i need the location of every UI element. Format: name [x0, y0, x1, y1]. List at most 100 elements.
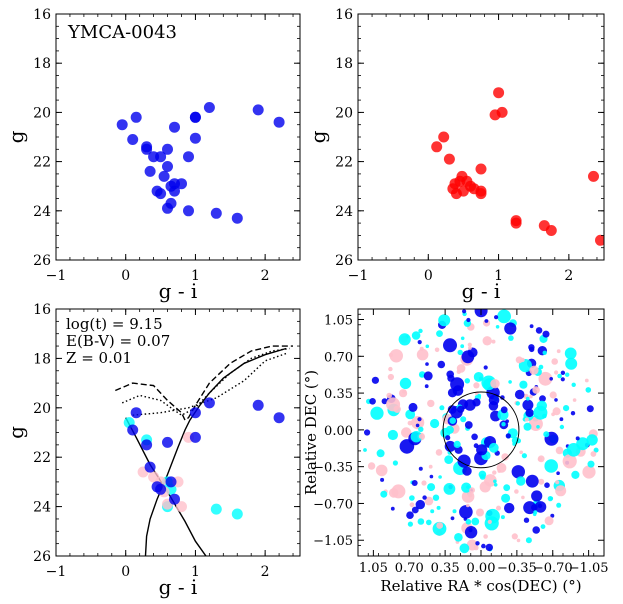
sky-star	[439, 405, 445, 411]
sky-star	[367, 462, 376, 470]
sky-star	[523, 517, 530, 523]
y-tick-label: 16	[33, 7, 51, 23]
sky-star	[471, 517, 480, 526]
sky-star	[525, 474, 539, 488]
sky-star	[533, 510, 538, 515]
y-tick-label: 22	[335, 155, 353, 171]
sky-star	[514, 389, 525, 400]
sky-star	[536, 425, 540, 429]
sky-star	[422, 495, 427, 500]
sky-star	[425, 344, 430, 349]
y-tick-label: 20	[335, 105, 353, 121]
sky-star	[456, 364, 466, 373]
data-point	[130, 111, 142, 123]
sky-star	[399, 377, 412, 390]
data-point	[595, 234, 604, 246]
data-point	[443, 153, 455, 165]
sky-star	[478, 376, 483, 381]
data-point	[165, 476, 177, 488]
x-tick-label: 1	[494, 268, 503, 284]
sky-star	[523, 501, 537, 515]
data-point	[252, 104, 264, 116]
sky-star	[525, 408, 534, 418]
y-axis-label: Relative DEC (°)	[302, 370, 320, 495]
sky-star	[493, 483, 498, 487]
sky-star	[549, 377, 553, 381]
sky-star	[389, 349, 403, 363]
data-point	[273, 116, 285, 128]
sky-star	[518, 359, 533, 373]
sky-star	[485, 543, 493, 552]
sky-star	[520, 357, 525, 363]
sky-star	[544, 516, 554, 526]
data-point	[231, 508, 243, 520]
sky-star	[556, 502, 562, 508]
sky-star	[438, 314, 451, 327]
sky-star	[438, 475, 442, 479]
data-point	[169, 493, 180, 505]
sky-star	[559, 424, 565, 430]
sky-star	[572, 398, 577, 402]
sky-star	[585, 387, 592, 393]
sky-star	[554, 370, 559, 375]
sky-star	[565, 357, 578, 370]
sky-star	[461, 490, 475, 503]
sky-star	[540, 524, 546, 529]
sky-star	[565, 372, 570, 377]
data-point	[273, 412, 285, 424]
sky-star	[521, 453, 528, 459]
sky-star	[426, 519, 432, 526]
data-point	[489, 109, 501, 121]
y-axis-label: g	[4, 130, 28, 143]
data-point	[162, 161, 173, 172]
sky-star	[475, 541, 480, 546]
sky-star	[593, 447, 599, 453]
y-axis-label: g	[306, 130, 330, 143]
sky-star	[399, 439, 415, 454]
x-axis-label: Relative RA * cos(DEC) (°)	[380, 577, 581, 595]
data-point	[189, 407, 201, 419]
sky-star	[529, 394, 533, 399]
sky-star	[542, 330, 550, 338]
sky-star	[454, 533, 463, 542]
axes-frame	[55, 308, 301, 557]
sky-star	[519, 380, 528, 389]
sky-star	[424, 384, 429, 389]
cluster-star	[445, 425, 454, 434]
x-tick-label: −1	[46, 564, 67, 580]
sky-star	[560, 370, 566, 375]
sky-star	[483, 365, 488, 370]
cluster-star	[444, 440, 456, 452]
sky-star	[388, 366, 393, 372]
sky-star	[544, 482, 550, 489]
sky-star	[525, 396, 530, 401]
sky-star	[457, 349, 463, 356]
sky-star	[421, 480, 427, 486]
cluster-star	[460, 416, 467, 423]
sky-star	[418, 328, 423, 334]
sky-star	[462, 466, 472, 476]
sky-star	[479, 474, 486, 480]
x-tick-label: 0	[121, 268, 130, 284]
sky-star	[436, 505, 441, 510]
sky-star	[537, 503, 543, 508]
sky-star	[419, 346, 424, 351]
sky-star	[416, 348, 429, 361]
sky-star	[566, 443, 581, 457]
cluster-star	[505, 433, 511, 439]
x-axis-label: g - i	[462, 279, 501, 303]
x-tick-label: −1	[46, 268, 67, 284]
sky-star	[380, 490, 388, 498]
sky-star	[482, 336, 492, 346]
sky-star	[462, 309, 467, 314]
x-tick-label: 0.70	[395, 561, 424, 576]
sky-star	[557, 373, 562, 379]
sky-star	[469, 487, 475, 494]
sky-star	[543, 431, 550, 438]
sky-star	[434, 347, 440, 353]
sky-star	[501, 493, 511, 503]
sky-star	[525, 537, 532, 544]
sky-star	[418, 466, 423, 471]
sky-star	[417, 417, 422, 422]
sky-star	[529, 346, 535, 353]
